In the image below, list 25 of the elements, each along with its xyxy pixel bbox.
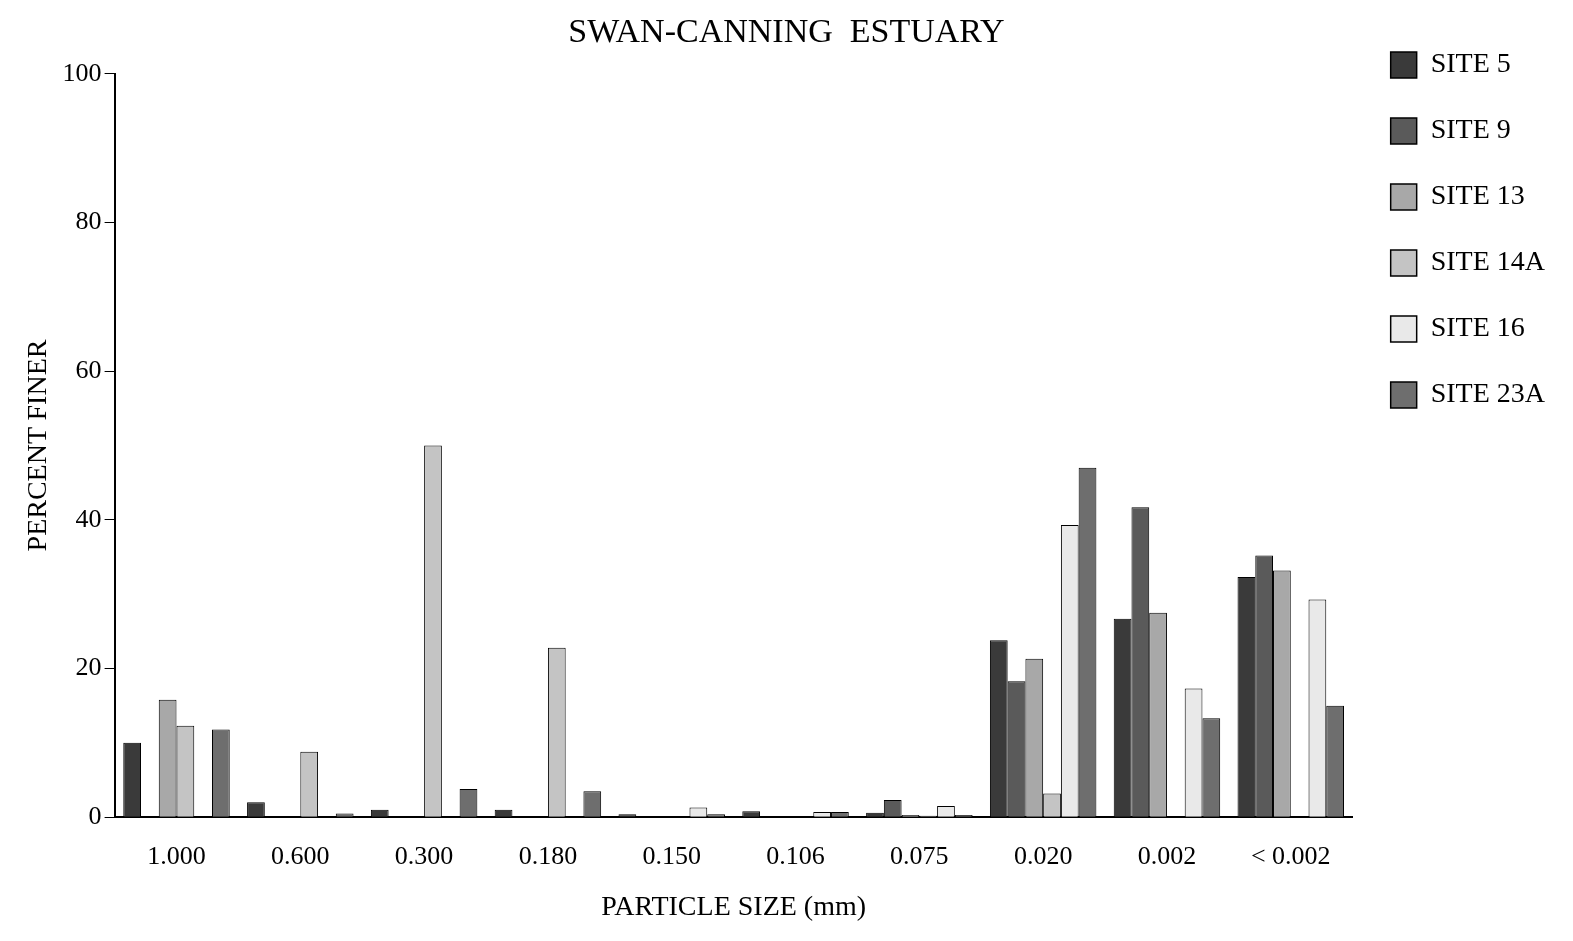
x-tick-label: 0.020 [1013,840,1073,870]
y-axis-title: PERCENT FINER [21,339,53,552]
y-tick-label: 100 [62,57,102,87]
legend-label: SITE 16 [1430,311,1525,343]
x-tick-label: 1.000 [147,840,206,870]
legend-label: SITE 23A [1430,377,1546,409]
legend-label: SITE 13 [1430,179,1525,211]
chart-title: SWAN-CANNING ESTUARY [568,12,1005,50]
y-tick-label: 80 [75,206,102,236]
legend-label: SITE 9 [1430,113,1511,145]
x-tick-label: 0.300 [394,840,454,870]
y-tick-label: 0 [88,801,102,831]
y-tick-label: 60 [75,354,102,384]
x-tick-label: 0.180 [518,840,578,870]
legend-label: SITE 14A [1430,245,1546,277]
y-tick-label: 40 [75,503,102,533]
x-axis-title: PARTICLE SIZE (mm) [601,889,867,921]
x-tick-label: 0.150 [642,840,701,870]
legend-label: SITE 5 [1430,47,1511,79]
x-tick-label: 0.002 [1137,840,1197,870]
x-tick-label: 0.075 [890,840,949,870]
y-tick-label: 20 [75,652,102,682]
x-tick-label: < 0.002 [1250,840,1331,870]
x-tick-label: 0.106 [766,840,825,870]
x-tick-label: 0.600 [271,840,330,870]
